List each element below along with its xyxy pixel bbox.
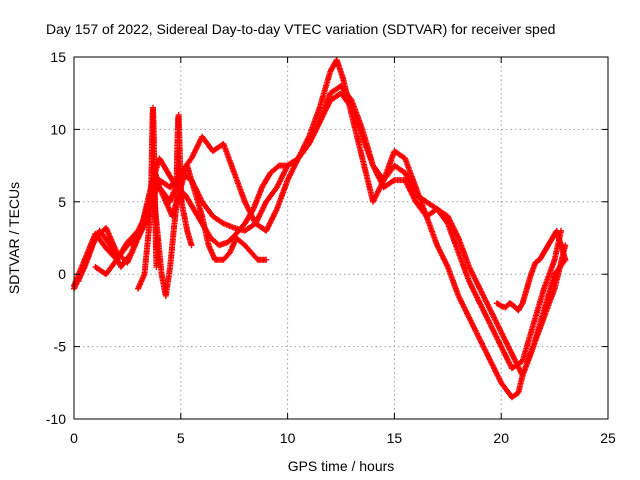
- plus-markers: [71, 56, 569, 401]
- y-axis-label: SDTVAR / TECUs: [6, 182, 22, 294]
- plus-markers: [173, 111, 185, 205]
- series-tail-1: [493, 227, 569, 314]
- y-tick-label: 0: [58, 266, 66, 282]
- plus-markers: [75, 83, 569, 379]
- series-track-3: [75, 83, 569, 379]
- x-tick-label: 25: [600, 430, 616, 446]
- y-tick-label: -5: [54, 339, 67, 355]
- x-tick-label: 0: [70, 430, 78, 446]
- plus-markers: [147, 104, 161, 270]
- x-tick-label: 15: [387, 430, 403, 446]
- x-tick-label: 20: [493, 430, 509, 446]
- y-tick-label: 5: [58, 194, 66, 210]
- x-tick-label: 5: [177, 430, 185, 446]
- series-spike-1: [147, 104, 161, 270]
- x-axis-label: GPS time / hours: [288, 458, 395, 474]
- series-track-1: [71, 56, 569, 401]
- y-tick-label: -10: [46, 411, 66, 427]
- data-markers: [71, 56, 569, 401]
- grid: [74, 57, 608, 419]
- chart-title: Day 157 of 2022, Sidereal Day-to-day VTE…: [46, 21, 555, 37]
- tick-labels: 0 5 10 15 20 25 -10 -5 0 5 10 15: [46, 49, 616, 446]
- plot-frame: [73, 56, 609, 420]
- series-spike-2: [173, 111, 185, 205]
- plus-markers: [493, 227, 569, 314]
- x-tick-label: 10: [280, 430, 296, 446]
- y-tick-label: 10: [50, 121, 66, 137]
- axis-ticks: [73, 56, 609, 420]
- y-tick-label: 15: [50, 49, 66, 65]
